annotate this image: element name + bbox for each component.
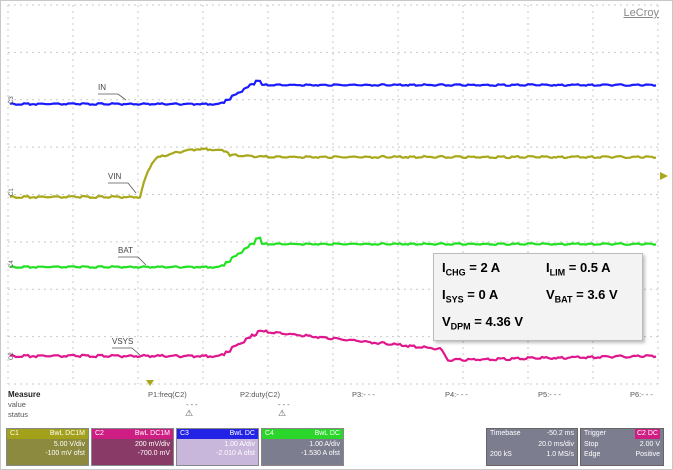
measure-p3[interactable]: P3:- - -	[352, 390, 375, 399]
c3-coupling: BwL DC	[229, 430, 255, 437]
c1-coupling: BwL DC1M	[49, 430, 85, 437]
ichg-text: ICHG = 2 A	[442, 260, 501, 278]
timebase-label: Timebase	[490, 430, 521, 437]
measure-p4[interactable]: P4:- - -	[445, 390, 468, 399]
trigger-level: 2.00 V	[639, 441, 660, 448]
p1-status-warning-icon: ⚠	[185, 408, 194, 418]
channel-box-c4[interactable]: C4 BwL DC 1.00 A/div -1.530 A ofst	[261, 428, 344, 466]
c3-scale: 1.00 A/div	[224, 441, 255, 448]
channel-box-c1[interactable]: C1 BwL DC1M 5.00 V/div -100 mV ofst	[6, 428, 89, 466]
channel-box-c2[interactable]: C2 BwL DC1M 200 mV/div -700.0 mV	[91, 428, 174, 466]
c2-scale: 200 mV/div	[134, 441, 170, 448]
c4-scale: 1.00 A/div	[309, 441, 340, 448]
c3-id: C3	[180, 430, 189, 437]
p2-status-warning-icon: ⚠	[278, 408, 287, 418]
measure-title: Measure	[8, 390, 41, 399]
channel-box-c3[interactable]: C3 BwL DC 1.00 A/div -2.010 A ofst	[176, 428, 259, 466]
status-label: status	[8, 410, 29, 419]
timebase-rate: 1.0 MS/s	[546, 451, 574, 458]
timebase-box[interactable]: Timebase -50.2 ms 20.0 ms/div 200 kS 1.0 M…	[486, 428, 578, 466]
label-bat: BAT	[118, 246, 133, 255]
label-in: IN	[98, 83, 106, 92]
measure-p5[interactable]: P5:- - -	[538, 390, 561, 399]
p1-value: - - -	[186, 400, 198, 409]
trace-vsys	[9, 329, 657, 362]
measure-panel: Measure value status P1:freq(C2) P2:duty…	[0, 386, 673, 426]
ch3-marker: C3	[9, 96, 15, 104]
measure-p1[interactable]: P1:freq(C2)	[148, 390, 187, 399]
timebase-div: 20.0 ms/div	[538, 441, 574, 448]
c1-scale: 5.00 V/div	[53, 441, 85, 448]
measure-p6[interactable]: P6:- - -	[630, 390, 653, 399]
ch4-marker: C4	[9, 260, 15, 268]
trace-vin	[9, 147, 657, 200]
timebase-value: -50.2 ms	[546, 430, 574, 437]
vbat-text: VBAT = 3.6 V	[546, 287, 618, 305]
trigger-box[interactable]: Trigger C2 DC Stop 2.00 V Edge Positive	[580, 428, 664, 466]
trace-in	[9, 79, 657, 107]
c2-offset: -700.0 mV	[137, 450, 170, 457]
measure-p2[interactable]: P2:duty(C2)	[240, 390, 281, 399]
trigger-level-marker	[660, 172, 668, 180]
vdpm-text: VDPM = 4.36 V	[442, 314, 524, 332]
c2-coupling: BwL DC1M	[134, 430, 170, 437]
ilim-text: ILIM = 0.5 A	[546, 260, 611, 278]
trigger-label: Trigger	[584, 430, 606, 437]
trigger-mode: Stop	[584, 441, 599, 448]
trace-bat	[9, 236, 657, 270]
isys-text: ISYS = 0 A	[442, 287, 499, 305]
ch2-marker: C2	[9, 352, 15, 360]
trigger-slope: Positive	[635, 451, 660, 458]
trigger-type: Edge	[584, 451, 601, 458]
p2-value: - - -	[278, 400, 290, 409]
channel-descriptor-bar: C1 BwL DC1M 5.00 V/div -100 mV ofst C2 BwL …	[0, 428, 673, 470]
brand-logo: LeCroy	[623, 7, 659, 19]
c3-offset: -2.010 A ofst	[216, 450, 255, 457]
c1-offset: -100 mV ofst	[45, 450, 85, 457]
c4-id: C4	[265, 430, 274, 437]
c1-id: C1	[10, 430, 19, 437]
c4-coupling: BwL DC	[314, 430, 340, 437]
timebase-samples: 200 kS	[490, 451, 512, 458]
annotation-box: ICHG = 2 A ILIM = 0.5 A ISYS = 0 A VBAT …	[433, 253, 643, 341]
label-vin: VIN	[108, 172, 122, 181]
ch1-marker: C1	[9, 188, 15, 196]
label-vsys: VSYS	[112, 337, 134, 346]
c4-offset: -1.530 A ofst	[301, 450, 340, 457]
trigger-channel: C2 DC	[634, 429, 660, 439]
value-label: value	[8, 400, 26, 409]
c2-id: C2	[95, 430, 104, 437]
trigger-time-marker	[146, 380, 154, 386]
